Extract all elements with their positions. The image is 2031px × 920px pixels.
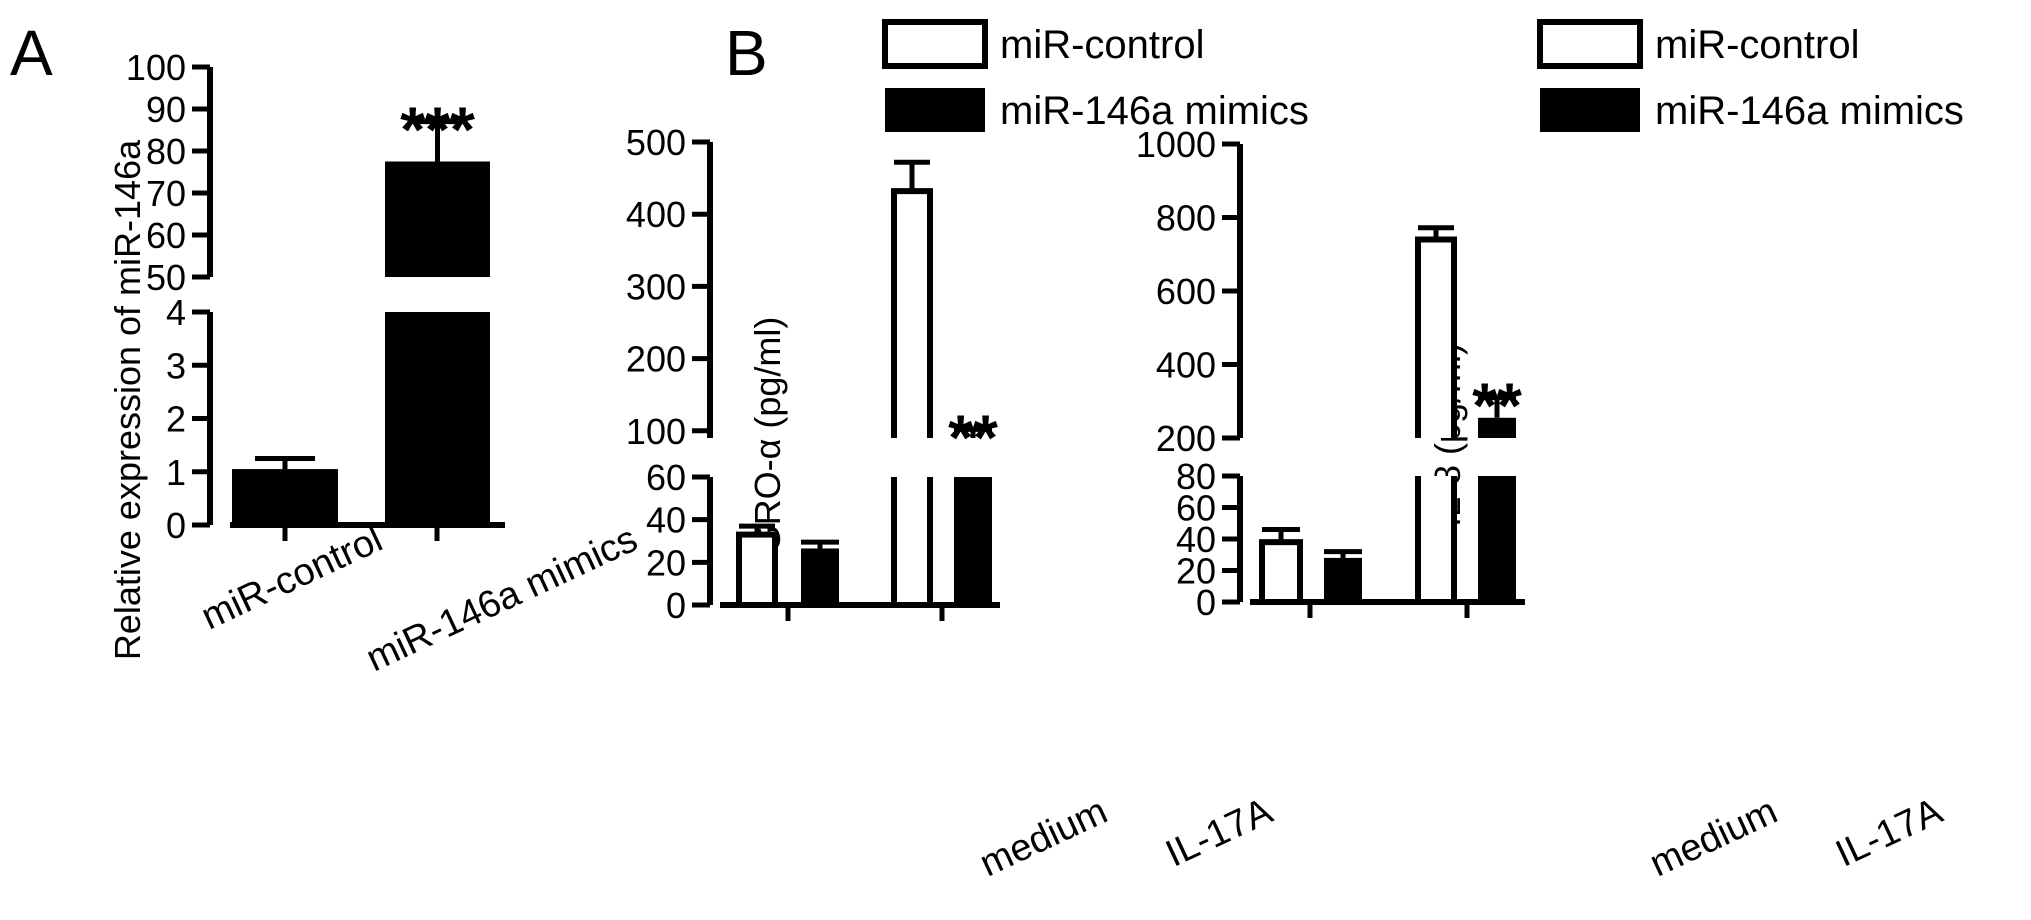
legend-left-swatch-mimics <box>885 88 985 132</box>
panel-b-left-y-tick-label-1-4: 500 <box>626 122 686 163</box>
panel-b-right-y-tick-label-1-1: 400 <box>1156 345 1216 386</box>
panel-a-y-tick-label-0-1: 1 <box>166 452 186 493</box>
panel-b-right-y-tick-label-0-3: 60 <box>1176 488 1216 529</box>
panel-a-y-tick-label-1-3: 80 <box>146 131 186 172</box>
panel-b-left-category-labels: medium IL-17A <box>974 790 1280 885</box>
panel-a-y-tick-label-0-4: 4 <box>166 292 186 333</box>
legend-right-label-control: miR-control <box>1655 23 1859 67</box>
panel-a-bar-1-0-upper <box>385 161 490 277</box>
panel-b-right-y-tick-label-1-4: 1000 <box>1136 124 1216 165</box>
panel-b-right-y-tick-label-1-2: 600 <box>1156 271 1216 312</box>
panel-b-right-bar-1-0-lower <box>1418 476 1454 602</box>
panel-b-right-bar-1-1-lower <box>1478 476 1516 602</box>
panel-b-left-y-tick-label-0-1: 20 <box>646 542 686 583</box>
panel-b-right-y-tick-label-0-1: 20 <box>1176 551 1216 592</box>
panel-a-y-tick-label-1-0: 50 <box>146 257 186 298</box>
panel-b-left-ylabel: GRO-α (pg/ml) <box>747 317 788 554</box>
panel-b-left-y-tick-label-1-0: 100 <box>626 411 686 452</box>
panel-a-significance-0: *** <box>400 94 475 166</box>
panel-b-right-y-tick-label-1-3: 800 <box>1156 198 1216 239</box>
panel-b-right-y-tick-label-1-0: 200 <box>1156 418 1216 459</box>
legend-right-swatch-control <box>1537 19 1643 69</box>
panel-b-letter: B <box>725 17 768 89</box>
panel-a-y-tick-label-0-0: 0 <box>166 505 186 546</box>
panel-b-right-bar-1-0-upper <box>1418 239 1454 438</box>
panel-b-right-category-labels: medium IL-17A <box>1644 790 1950 885</box>
legend-right-label-mimics: miR-146a mimics <box>1655 89 1964 133</box>
panel-a-ylabel: Relative expression of miR-146a <box>107 139 148 660</box>
panel-b-left-y-tick-label-0-2: 40 <box>646 500 686 541</box>
panel-b-right-bar-0-0 <box>1259 539 1303 606</box>
panel-b-left-cat-label-0: medium <box>974 790 1114 885</box>
panel-a-y-tick-label-0-2: 2 <box>166 399 186 440</box>
panel-a-y-tick-label-0-3: 3 <box>166 345 186 386</box>
panel-b-right-bar-1-1-upper <box>1478 417 1516 438</box>
panel-b-left-y-tick-label-0-0: 0 <box>666 585 686 626</box>
panel-a-cat-label-1: miR-146a mimics <box>360 518 644 680</box>
panel-b-right-bar-0-1 <box>1324 557 1362 602</box>
panel-b-left-bar-1-0-lower <box>894 477 930 605</box>
panel-b-left-bar-1-1-lower <box>954 477 992 605</box>
panel-a-y-tick-label-1-2: 70 <box>146 173 186 214</box>
legend-left-label-control: miR-control <box>1000 23 1204 67</box>
panel-b-right-y-tick-label-0-0: 0 <box>1196 582 1216 623</box>
panel-a-bar-1-0-lower <box>385 312 490 525</box>
panel-b-left-bar-1-0-upper <box>894 191 930 438</box>
panel-b-right-y-tick-label-0-4: 80 <box>1176 456 1216 497</box>
panel-b-left-y-tick-label-1-2: 300 <box>626 266 686 307</box>
panel-a-y-tick-label-1-1: 60 <box>146 215 186 256</box>
legend-left-swatch-control <box>882 19 988 69</box>
panel-b-right-y-tick-label-0-2: 40 <box>1176 519 1216 560</box>
panel-a-cat-label-0: miR-control <box>195 518 389 638</box>
legend-left: miR-control miR-146a mimics <box>882 19 1309 133</box>
panel-b-left-y-tick-label-1-3: 400 <box>626 194 686 235</box>
panel-b-left-significance-0: ** <box>948 401 998 473</box>
legend-right-swatch-mimics <box>1540 88 1640 132</box>
panel-a-letter: A <box>10 17 53 89</box>
panel-a-category-labels: miR-control miR-146a mimics <box>195 518 644 680</box>
panel-b-right-cat-label-0: medium <box>1644 790 1784 885</box>
legend-right: miR-control miR-146a mimics <box>1537 19 1964 133</box>
panel-b-left-cat-label-1: IL-17A <box>1160 790 1280 876</box>
panel-b-left-bar-0-0 <box>736 531 778 608</box>
panel-a-bar-0-0 <box>232 469 338 525</box>
panel-a-y-tick-label-1-4: 90 <box>146 89 186 130</box>
legend-left-label-mimics: miR-146a mimics <box>1000 89 1309 133</box>
panel-a-y-tick-label-1-5: 100 <box>126 47 186 88</box>
panel-b-left-y-tick-label-0-3: 60 <box>646 457 686 498</box>
panel-b-right-significance-0: ** <box>1472 370 1522 442</box>
panel-b-left-y-tick-label-1-1: 200 <box>626 339 686 380</box>
panel-b-right-cat-label-1: IL-17A <box>1830 790 1950 876</box>
panel-b-left-bar-0-1 <box>801 548 839 605</box>
